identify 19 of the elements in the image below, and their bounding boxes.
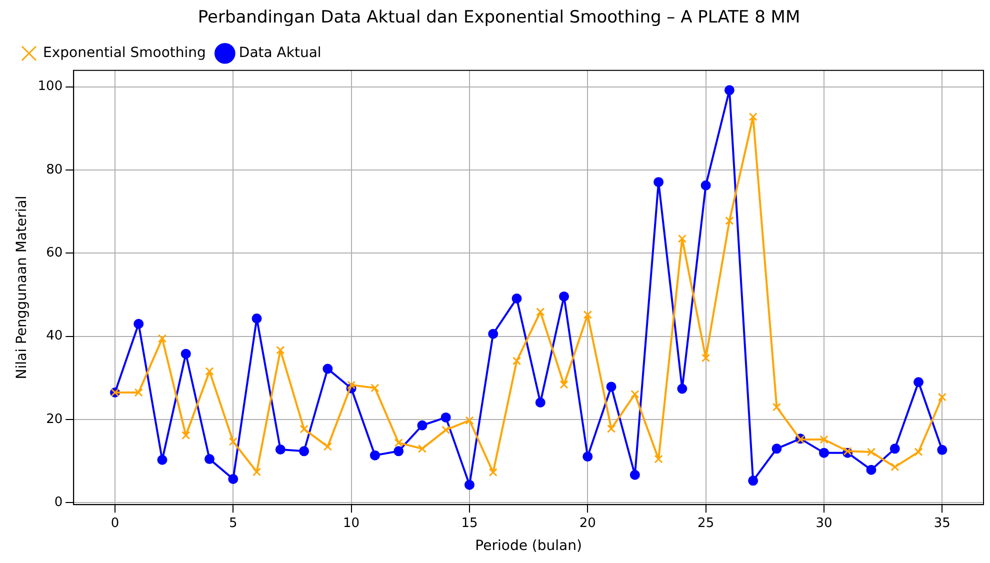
x-tick-label: 30 (816, 516, 832, 531)
x-tick-label: 0 (110, 516, 120, 531)
legend-label: Data Aktual (238, 45, 322, 62)
x-tick-label: 10 (343, 516, 360, 531)
legend-label: Exponential Smoothing (43, 45, 206, 62)
chart-title: Perbandingan Data Aktual dan Exponential Smoothing – A PLATE 8 MM (198, 8, 800, 28)
y-tick-label: 40 (46, 328, 63, 344)
x-tick-label: 25 (698, 516, 714, 531)
y-tick-label: 60 (46, 246, 63, 261)
x-tick-label: 35 (934, 516, 950, 531)
y-tick-label: 80 (46, 162, 63, 178)
y-tick-label: 0 (54, 495, 63, 510)
y-axis-title: Nilai Penggunaan Material (14, 196, 30, 380)
y-tick-label: 100 (38, 79, 63, 94)
x-axis-title: Periode (bulan) (475, 538, 582, 554)
y-tick-label: 20 (46, 412, 63, 427)
x-tick-label: 20 (579, 516, 596, 531)
x-tick-label: 5 (229, 516, 238, 531)
x-tick-label: 15 (461, 516, 478, 531)
